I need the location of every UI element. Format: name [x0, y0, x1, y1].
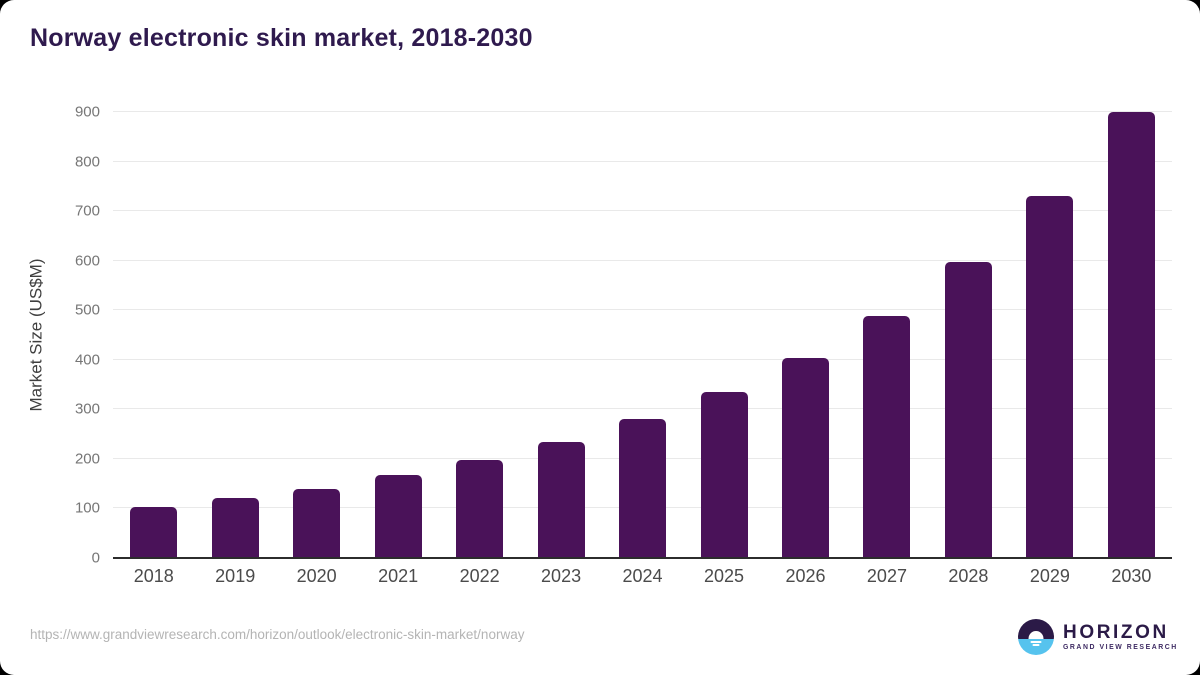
bar-slot-2024: [602, 112, 683, 558]
y-tick-label: 200: [74, 450, 100, 468]
bar-slot-2021: [357, 112, 438, 558]
bars-row: [113, 112, 1172, 558]
gridline-600: [113, 259, 1172, 261]
gridline-800: [113, 160, 1172, 162]
bar-2029: [1026, 195, 1074, 558]
x-axis-labels: 2018 2019 2020 2021 2022 2023 2024 2025 2026 2027…: [113, 566, 1172, 587]
logo-sub-brand: GRAND VIEW RESEARCH: [1063, 643, 1178, 651]
x-label-2027: 2027: [866, 566, 907, 586]
x-label-2028: 2028: [948, 566, 989, 586]
bar-slot-2022: [439, 112, 520, 558]
bar-2028: [944, 262, 992, 558]
x-axis-line: [113, 557, 1172, 559]
bar-2023: [537, 441, 585, 558]
bar-slot-2029: [1009, 112, 1090, 558]
bar-slot-2025: [683, 112, 764, 558]
y-tick-label: 400: [74, 351, 100, 369]
y-tick-label: 300: [74, 400, 100, 418]
x-label-2025: 2025: [703, 566, 745, 586]
x-label-2024: 2024: [622, 566, 663, 586]
y-tick-label: 600: [74, 252, 100, 270]
x-label-2018: 2018: [133, 566, 174, 586]
plot-area: [113, 111, 1172, 559]
bar-2025: [700, 392, 748, 558]
bar-2019: [211, 498, 259, 558]
x-label-2022: 2022: [459, 566, 500, 586]
x-label-2023: 2023: [541, 566, 582, 586]
logo-brand: HORIZON: [1063, 621, 1169, 643]
bar-2021: [374, 474, 422, 558]
y-tick-label: 100: [74, 499, 100, 517]
y-tick-label: 500: [74, 301, 100, 319]
y-tick-label: 800: [74, 153, 100, 171]
gridline-500: [113, 309, 1172, 311]
bar-slot-2028: [928, 112, 1009, 558]
bar-2030: [1107, 112, 1155, 558]
y-axis-ticks: 0 100 200 300 400 500 600 700 800 900: [0, 105, 100, 566]
y-tick-label: 900: [74, 103, 100, 121]
y-tick-label: 0: [91, 549, 100, 567]
gridline-900: [113, 111, 1172, 112]
x-label-2029: 2029: [1029, 566, 1070, 586]
x-label-2020: 2020: [296, 566, 337, 586]
x-label-2030: 2030: [1111, 566, 1152, 586]
source-url: https://www.grandviewresearch.com/horizo…: [30, 627, 525, 642]
bar-slot-2020: [276, 112, 357, 558]
bar-slot-2027: [846, 112, 927, 558]
bar-2027: [863, 316, 911, 558]
bar-slot-2026: [765, 112, 846, 558]
page-title: Norway electronic skin market, 2018-2030: [30, 24, 533, 52]
bar-slot-2023: [520, 112, 601, 558]
horizon-logo: HORIZON GRAND VIEW RESEARCH: [1018, 619, 1178, 655]
bar-2022: [456, 459, 504, 558]
bar-2024: [619, 419, 667, 558]
bar-2020: [293, 488, 341, 558]
x-label-2021: 2021: [378, 566, 419, 586]
bar-2018: [130, 506, 178, 558]
bar-slot-2030: [1091, 112, 1172, 558]
bar-2026: [781, 357, 829, 558]
logo-text: HORIZON GRAND VIEW RESEARCH: [1063, 623, 1178, 652]
x-label-2026: 2026: [785, 566, 826, 586]
gridline-300: [113, 408, 1172, 410]
sun-icon: [1028, 630, 1044, 639]
horizon-sunset-icon: [1018, 619, 1054, 655]
bar-slot-2019: [194, 112, 275, 558]
x-label-2019: 2019: [215, 566, 256, 586]
gridline-400: [113, 358, 1172, 360]
y-tick-label: 700: [74, 202, 100, 220]
bar-slot-2018: [113, 112, 194, 558]
gridline-700: [113, 210, 1172, 212]
